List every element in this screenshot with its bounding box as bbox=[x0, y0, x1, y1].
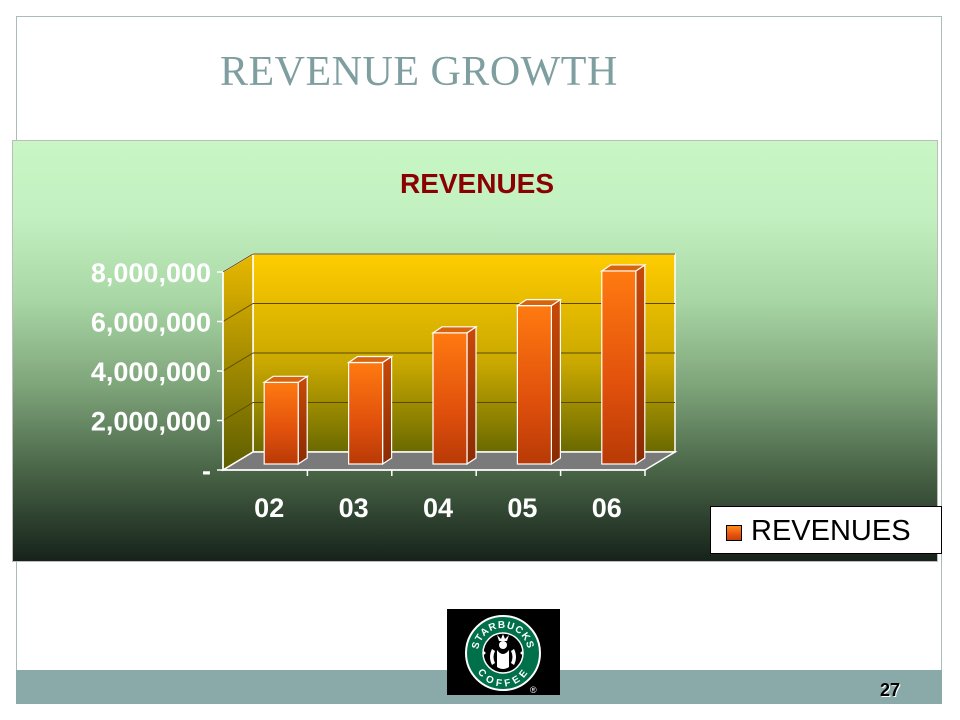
bar-front bbox=[348, 361, 384, 465]
bar-side bbox=[382, 355, 393, 466]
revenue-chart: REVENUES - 2,000,000 4,000,000 6,000,000 8,0… bbox=[12, 140, 942, 562]
gridline bbox=[222, 352, 254, 372]
bar-side bbox=[635, 263, 646, 466]
bar-side bbox=[466, 325, 477, 466]
bar-top bbox=[262, 375, 310, 383]
bar bbox=[431, 325, 478, 466]
siren-icon bbox=[490, 634, 516, 669]
bar bbox=[262, 375, 310, 466]
bar bbox=[346, 355, 394, 466]
starbucks-logo-icon: STARBUCKS COFFEE ® bbox=[465, 615, 541, 695]
plot-area: - 2,000,000 4,000,000 6,000,000 8,000,000 02 0… bbox=[91, 252, 678, 523]
bar-front bbox=[516, 305, 552, 465]
gridline bbox=[222, 402, 254, 421]
y-tick-label: 8,000,000 bbox=[91, 258, 211, 288]
x-tick-label: 04 bbox=[423, 493, 453, 523]
legend-swatch bbox=[726, 525, 742, 541]
bar-top bbox=[431, 326, 478, 334]
page-number: 27 bbox=[880, 680, 901, 700]
bar-top bbox=[346, 355, 394, 364]
gridline bbox=[222, 253, 254, 273]
chart-svg: REVENUES - 2,000,000 4,000,000 6,000,000 8,0… bbox=[91, 168, 678, 523]
x-tick-label: 02 bbox=[254, 493, 284, 523]
x-tick-label: 05 bbox=[507, 493, 537, 523]
bar bbox=[599, 263, 647, 466]
x-tick-label: 06 bbox=[592, 493, 622, 523]
gridline bbox=[222, 303, 254, 322]
logo-registered-mark: ® bbox=[530, 685, 537, 695]
y-tick-label: 4,000,000 bbox=[91, 357, 211, 387]
chart-legend: REVENUES bbox=[710, 506, 942, 554]
x-tick-label: 03 bbox=[339, 493, 369, 523]
bar-top bbox=[515, 299, 563, 307]
bar-front bbox=[601, 270, 637, 465]
slide-title: REVENUE GROWTH bbox=[220, 49, 618, 95]
y-tick-label: 6,000,000 bbox=[91, 308, 211, 338]
starbucks-logo: STARBUCKS COFFEE ® bbox=[447, 609, 560, 695]
y-tick-label: 2,000,000 bbox=[91, 407, 211, 437]
bar-front bbox=[263, 381, 299, 465]
legend-label: REVENUES bbox=[751, 515, 911, 547]
bar-front bbox=[432, 332, 468, 465]
chart-title: REVENUES bbox=[400, 168, 554, 199]
bar-side bbox=[297, 375, 308, 466]
bar-side bbox=[550, 298, 562, 466]
bar-top bbox=[599, 264, 647, 272]
y-tick-label: - bbox=[202, 456, 211, 486]
bar bbox=[515, 298, 563, 466]
